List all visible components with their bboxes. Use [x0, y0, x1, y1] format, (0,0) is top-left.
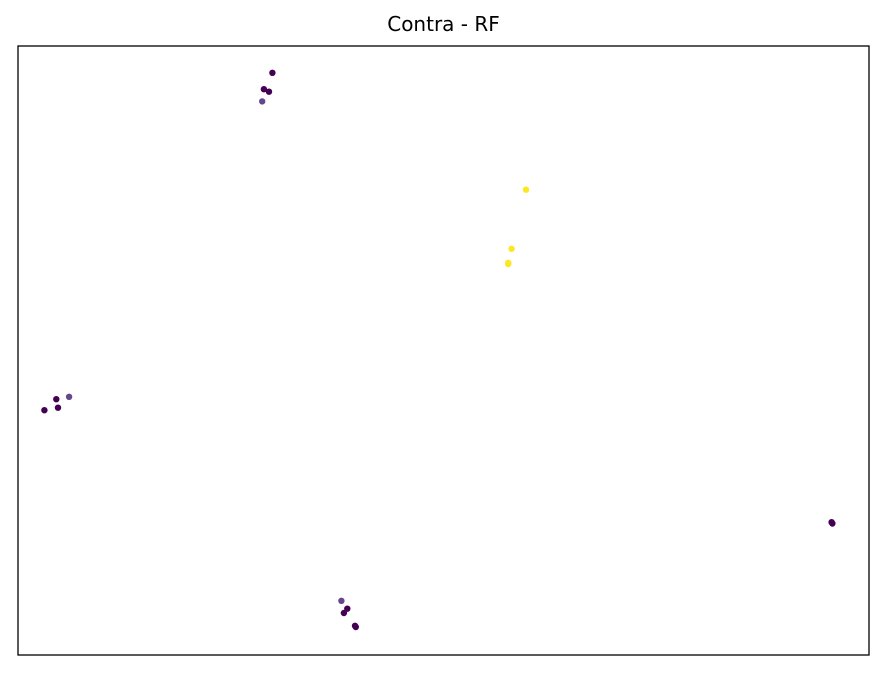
data-point-0 — [269, 69, 276, 77]
data-point-1 — [260, 86, 268, 93]
data-point-11 — [41, 407, 48, 414]
data-points — [41, 69, 836, 631]
data-point-7 — [505, 260, 512, 268]
data-point-15 — [344, 605, 351, 612]
data-point-2 — [265, 88, 273, 95]
data-point-4 — [522, 186, 530, 193]
plot-area-frame — [17, 45, 870, 656]
data-point-16 — [340, 609, 348, 617]
data-point-9 — [53, 396, 60, 403]
data-point-10 — [54, 404, 62, 411]
chart-title: Contra - RF — [387, 12, 500, 36]
data-point-5 — [508, 245, 515, 252]
data-point-14 — [338, 597, 345, 604]
data-point-8 — [65, 393, 73, 400]
data-point-18 — [352, 623, 359, 631]
data-point-13 — [829, 520, 836, 527]
data-point-3 — [259, 98, 266, 105]
